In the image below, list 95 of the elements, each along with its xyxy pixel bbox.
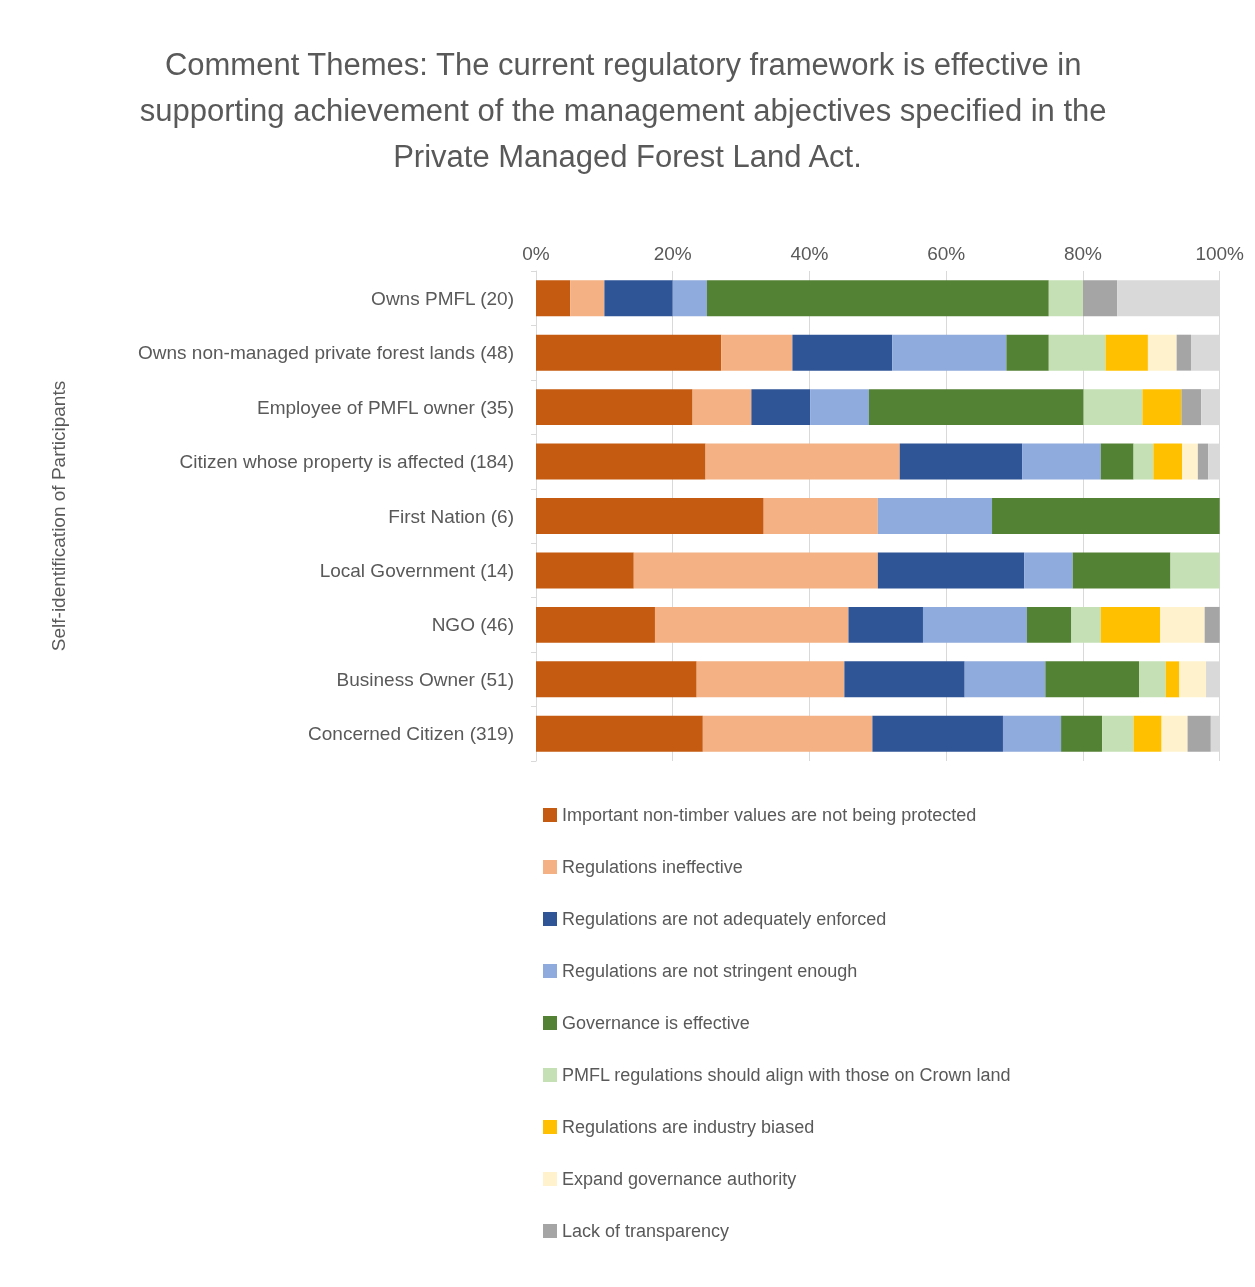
legend-label: Expand governance authority — [562, 1169, 797, 1189]
bar — [844, 661, 965, 698]
y-tick-label: Owns non-managed private forest lands (48) — [138, 342, 514, 364]
bar — [1170, 552, 1220, 589]
bar — [1187, 715, 1211, 752]
bar — [1024, 552, 1073, 589]
bar — [1165, 661, 1180, 698]
legend-label: Important non-timber values are not being protected — [562, 805, 977, 825]
legend-label: Governance is effective — [562, 1013, 750, 1033]
legend-label: Regulations are not adequately enforced — [562, 909, 887, 929]
bar — [721, 334, 793, 371]
bar — [702, 715, 873, 752]
bar — [1204, 606, 1220, 643]
y-axis-title: Self-identification of Participants — [48, 380, 69, 652]
bar — [1072, 552, 1171, 589]
bar — [763, 498, 878, 534]
chart-title: Comment Themes: The current regulatory framework is effective in supporting achievement of the management abjectives specified in the Private Managed Forest Land Act. — [139, 46, 1116, 174]
bar — [705, 443, 900, 480]
bar — [536, 443, 706, 480]
x-tick-label: 60% — [927, 243, 966, 264]
bar — [1048, 334, 1106, 371]
bar — [536, 389, 693, 426]
y-tick-label: Owns PMFL (20) — [371, 287, 514, 309]
bar — [1048, 280, 1083, 317]
bar — [1147, 334, 1177, 371]
y-tick-label: Local Government (14) — [319, 559, 514, 581]
bar — [536, 661, 697, 698]
bar — [1176, 334, 1191, 371]
bar — [570, 280, 605, 317]
bar — [654, 606, 849, 643]
x-tick-label: 100% — [1195, 243, 1245, 264]
bar — [892, 334, 1007, 371]
bar — [536, 606, 655, 643]
x-tick-label: 0% — [522, 243, 550, 264]
legend-label: PMFL regulations should align with those on Crown land — [562, 1065, 1011, 1085]
bar — [1061, 715, 1103, 752]
bar — [1082, 280, 1118, 317]
bar — [1102, 715, 1134, 752]
bar — [1161, 715, 1188, 752]
y-tick-label: Business Owner (51) — [336, 668, 514, 690]
x-tick-label: 40% — [790, 243, 829, 264]
bar — [1153, 443, 1183, 480]
bar — [1006, 334, 1049, 371]
bar — [1045, 661, 1140, 698]
bar — [1105, 334, 1148, 371]
legend-label: Regulations ineffective — [562, 857, 743, 877]
bar — [1139, 661, 1166, 698]
bar — [922, 606, 1027, 643]
bar — [706, 280, 1049, 317]
bar — [536, 498, 764, 534]
bar — [872, 715, 1003, 752]
bar — [810, 389, 869, 426]
bar — [1026, 606, 1072, 643]
bar — [992, 498, 1220, 534]
bar — [792, 334, 893, 371]
bar — [1100, 443, 1134, 480]
y-tick-label: NGO (46) — [431, 614, 514, 636]
bar — [1133, 443, 1154, 480]
y-tick-label: First Nation (6) — [388, 505, 514, 527]
bar — [1002, 715, 1062, 752]
y-tick-label: Concerned Citizen (319) — [308, 723, 514, 745]
bar — [899, 443, 1023, 480]
bar — [536, 715, 703, 752]
bar — [692, 389, 752, 426]
bar — [672, 280, 707, 317]
bar — [1100, 606, 1161, 643]
bar — [1160, 606, 1205, 643]
bar — [1181, 389, 1202, 426]
x-tick-label: 80% — [1063, 243, 1103, 264]
bar — [751, 389, 811, 426]
bar — [536, 552, 634, 589]
bar — [1071, 606, 1101, 643]
bar — [633, 552, 878, 589]
legend-label: Lack of transparency — [562, 1221, 730, 1241]
bar — [1179, 661, 1207, 698]
bar — [696, 661, 845, 698]
bar — [848, 606, 923, 643]
bar — [1197, 443, 1209, 480]
y-tick-label: Citizen whose property is affected (184) — [179, 451, 514, 473]
legend-label: Regulations are industry biased — [562, 1117, 815, 1137]
bar — [536, 280, 571, 317]
x-tick-label: 20% — [653, 243, 692, 264]
legend-label: Regulations are not stringent enough — [562, 961, 858, 981]
bar — [604, 280, 673, 317]
bar — [1182, 443, 1198, 480]
bar — [877, 498, 993, 534]
bar — [1083, 389, 1143, 426]
bar — [1022, 443, 1101, 480]
bar — [877, 552, 1025, 589]
bar — [1142, 389, 1182, 426]
bar — [964, 661, 1046, 698]
bar — [1133, 715, 1162, 752]
y-tick-label: Employee of PMFL owner (35) — [257, 396, 514, 418]
bar — [536, 334, 722, 371]
bar — [868, 389, 1084, 426]
